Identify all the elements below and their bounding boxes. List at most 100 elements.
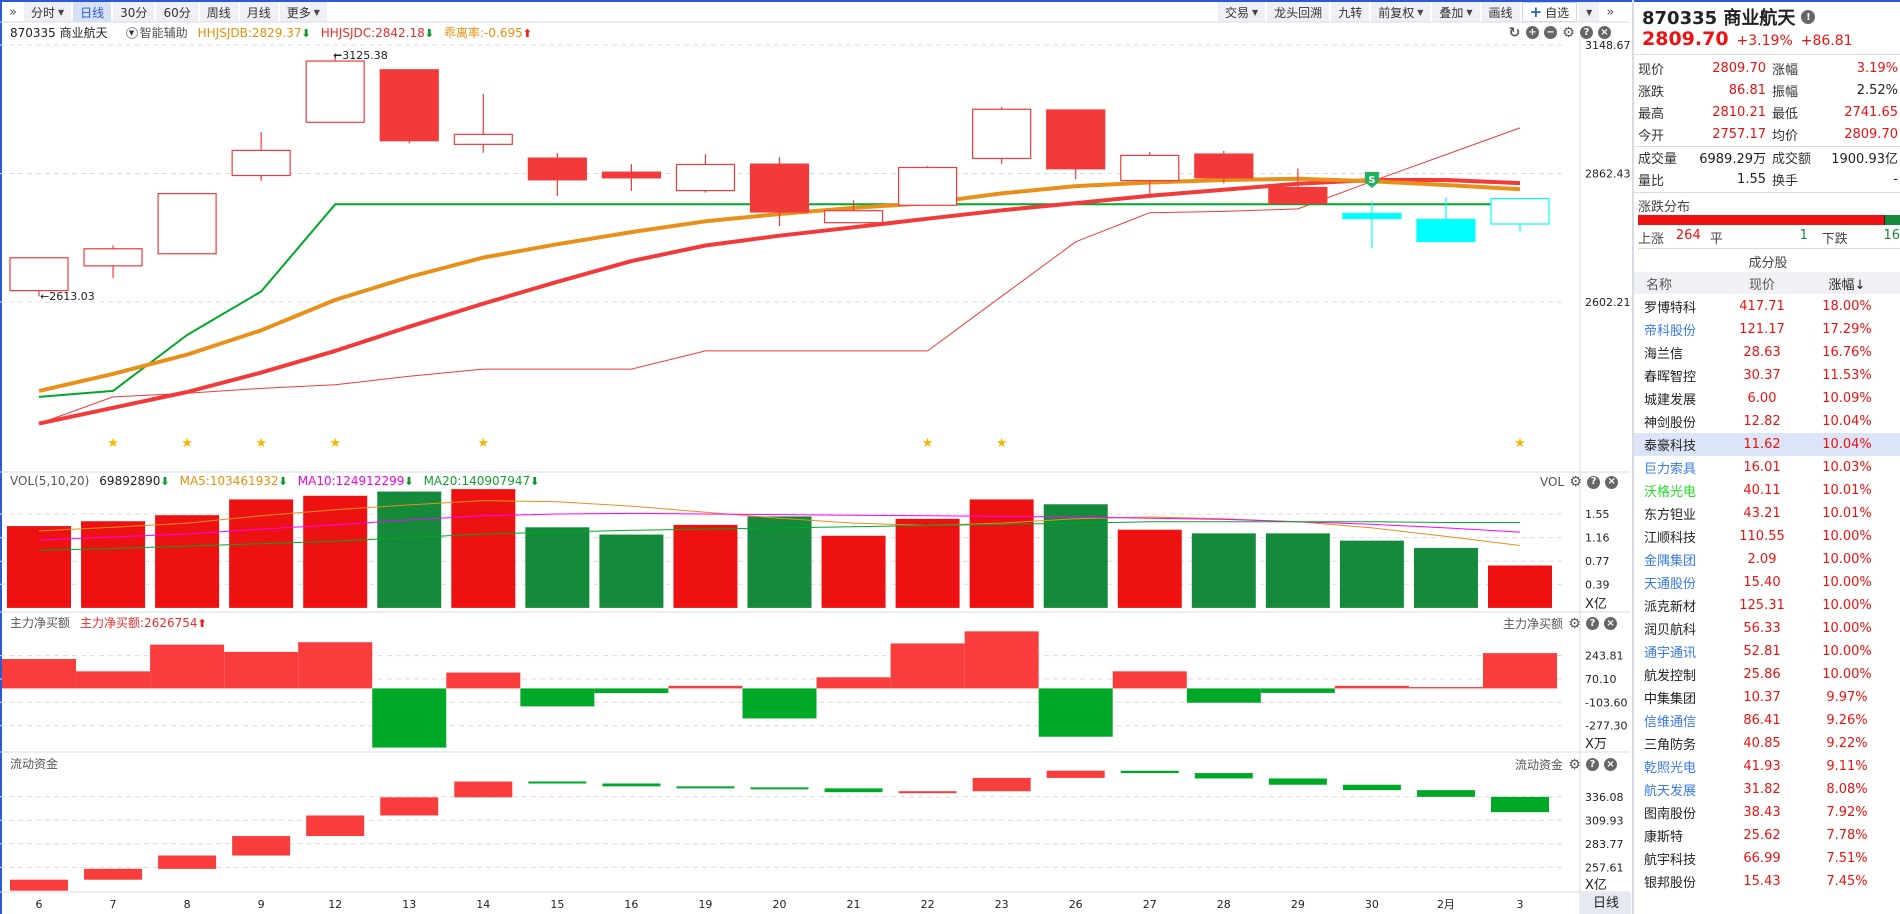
stock-list-item[interactable]: 派克新材 125.31 10.00%	[1634, 594, 1900, 617]
stock-list-item[interactable]: 巨力索具 16.01 10.03%	[1634, 456, 1900, 479]
stock-list-item[interactable]: 东方钽业 43.21 10.01%	[1634, 502, 1900, 525]
stock-list-item[interactable]: 神剑股份 12.82 10.04%	[1634, 410, 1900, 433]
help-icon[interactable]: ?	[1586, 758, 1600, 771]
stock-list-item[interactable]: 银邦股份 15.43 7.45%	[1634, 870, 1900, 893]
stock-list-item[interactable]: 润贝航科 56.33 10.00%	[1634, 617, 1900, 640]
toolbar-button-前复权[interactable]: 前复权 ▼	[1371, 2, 1431, 22]
stock-list-item[interactable]: 航宇科技 66.99 7.51%	[1634, 847, 1900, 870]
flow-bar	[824, 788, 883, 793]
kline-chart[interactable]: 3148.67 2862.43 2602.21 1.55 1.16 0.77 0.39 243…	[0, 0, 1630, 914]
vol-tick-label: 1.16	[1585, 532, 1610, 545]
stock-name: 金隅集团	[1644, 554, 1697, 569]
assist-toggle[interactable]: ▼ 智能辅助	[125, 24, 188, 41]
quote-row: 今开 2757.17 均价 2809.70	[1638, 123, 1898, 145]
stock-list-item[interactable]: 航天发展 31.82 8.08%	[1634, 778, 1900, 801]
close-icon[interactable]: ×	[1605, 475, 1619, 489]
col-pct-sorted[interactable]: 涨幅↓	[1828, 277, 1866, 293]
close-icon[interactable]: ×	[1604, 758, 1618, 771]
toolbar-button-叠加[interactable]: 叠加 ▼	[1432, 2, 1480, 22]
stock-list-item[interactable]: 航发控制 25.86 10.00%	[1634, 663, 1900, 686]
stock-price: 417.71	[1739, 299, 1785, 314]
toolbar-button-60分[interactable]: 60分	[156, 2, 198, 22]
stock-list-item[interactable]: 中集集团 10.37 9.97%	[1634, 686, 1900, 709]
netbuy-tick-label: -103.60	[1585, 696, 1627, 709]
flow-tick-label: 257.61	[1585, 861, 1624, 874]
stock-list-item[interactable]: 江顺科技 110.55 10.00%	[1634, 525, 1900, 548]
toolbar-button-30分[interactable]: 30分	[113, 2, 155, 22]
period-indicator[interactable]: 日线	[1581, 893, 1631, 914]
quote-value: 2741.65	[1844, 104, 1898, 120]
stock-list-item[interactable]: 康斯特 25.62 7.78%	[1634, 824, 1900, 847]
stock-list-item[interactable]: 城建发展 6.00 10.09%	[1634, 387, 1900, 410]
watchlist-dropdown-button[interactable]: ▼	[1579, 2, 1600, 22]
stock-name: 润贝航科	[1644, 623, 1697, 638]
zoom-out-icon[interactable]: −	[1544, 26, 1557, 39]
candle-body	[1268, 186, 1328, 205]
toolbar-button-月线[interactable]: 月线	[239, 2, 278, 22]
gear-icon[interactable]: ⚙	[1569, 474, 1582, 490]
gear-icon[interactable]: ⚙	[1562, 24, 1575, 41]
netbuy-unit: X万	[1585, 737, 1607, 752]
toolbar-button-交易[interactable]: 交易 ▼	[1218, 2, 1266, 22]
close-icon[interactable]: ×	[1604, 617, 1618, 630]
flow-bar	[306, 815, 365, 837]
stock-price: 125.31	[1739, 598, 1785, 613]
toolbar-button-九转[interactable]: 九转	[1331, 2, 1370, 22]
toolbar-button-更多[interactable]: 更多 ▼	[279, 2, 327, 22]
stock-change-pct: 10.00%	[1822, 621, 1872, 636]
stock-list-item[interactable]: 春晖智控 30.37 11.53%	[1634, 364, 1900, 387]
help-icon[interactable]: ?	[1587, 475, 1601, 489]
help-icon[interactable]: ?	[1586, 617, 1600, 630]
stock-change-pct: 10.03%	[1822, 460, 1872, 475]
quote-value: 86.81	[1728, 82, 1766, 98]
add-watchlist-button[interactable]: + 自选	[1521, 2, 1578, 22]
toolbar-button-龙头回溯[interactable]: 龙头回溯	[1267, 2, 1330, 22]
col-name[interactable]: 名称	[1646, 277, 1673, 293]
stock-list-item[interactable]: 信维通信 86.41 9.26%	[1634, 709, 1900, 732]
gear-icon[interactable]: ⚙	[1568, 756, 1581, 773]
stock-price: 25.86	[1743, 667, 1781, 682]
stock-list-item[interactable]: 海兰信 28.63 16.76%	[1634, 341, 1900, 364]
stock-list-item[interactable]: 泰豪科技 11.62 10.04%	[1634, 433, 1900, 456]
stock-list-item[interactable]: 沃格光电 40.11 10.01%	[1634, 479, 1900, 502]
gear-icon[interactable]: ⚙	[1568, 615, 1581, 632]
stock-list-item[interactable]: 三角防务 40.85 9.22%	[1634, 732, 1900, 755]
stock-price: 12.82	[1743, 414, 1781, 429]
hhjsjdb-value: HHJSJDB:2829.37	[197, 25, 302, 40]
refresh-icon[interactable]: ↻	[1508, 24, 1521, 41]
vol-ma5: MA5:103461932	[179, 474, 279, 488]
toolbar-button-label: 前复权	[1378, 5, 1415, 20]
stock-list-item[interactable]: 图南股份 38.43 7.92%	[1634, 801, 1900, 824]
toolbar-button-日线[interactable]: 日线	[73, 2, 112, 22]
close-icon[interactable]: ×	[1598, 26, 1611, 39]
vol-ma20: MA20:140907947	[423, 474, 531, 488]
stock-list-item[interactable]: 天通股份 15.40 10.00%	[1634, 571, 1900, 594]
flow-bar	[750, 787, 809, 790]
info-icon[interactable]: !	[1801, 10, 1816, 24]
flow-bar	[1342, 784, 1401, 791]
deviation-rate-value: 乖离率:-0.695	[444, 26, 523, 40]
stock-list-item[interactable]: 通宇通讯 52.81 10.00%	[1634, 640, 1900, 663]
quote-label: 量比	[1638, 173, 1665, 189]
stock-change-pct: 9.11%	[1826, 759, 1868, 774]
stock-list-item[interactable]: 罗博特科 417.71 18.00%	[1634, 295, 1900, 318]
price-tick-label: 2862.43	[1585, 167, 1630, 180]
help-icon[interactable]: ?	[1580, 26, 1593, 39]
col-price[interactable]: 现价	[1748, 277, 1775, 293]
stock-list-item[interactable]: 乾照光电 41.93 9.11%	[1634, 755, 1900, 778]
double-chevron-right-icon[interactable]: »	[9, 4, 17, 20]
flow-bar	[10, 879, 68, 891]
stock-change-pct: 18.00%	[1822, 299, 1872, 314]
netbuy-bar	[742, 688, 817, 719]
stock-list-item[interactable]: 帝科股份 121.17 17.29%	[1634, 318, 1900, 341]
toolbar-button-周线[interactable]: 周线	[199, 2, 238, 22]
double-chevron-right-icon[interactable]: »	[1606, 4, 1615, 20]
toolbar-button-画线[interactable]: 画线	[1481, 2, 1520, 22]
stock-list-item[interactable]: 金隅集团 2.09 10.00%	[1634, 548, 1900, 571]
zoom-in-icon[interactable]: +	[1526, 26, 1539, 39]
netbuy-bar	[1038, 688, 1113, 737]
netbuy-bar	[816, 677, 891, 689]
toolbar-button-分时[interactable]: 分时 ▼	[23, 2, 72, 22]
date-tick-label: 15	[550, 898, 564, 911]
candle-body	[1194, 153, 1254, 179]
